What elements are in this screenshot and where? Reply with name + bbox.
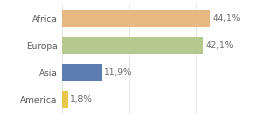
Bar (62, 91, 68, 108)
Text: 11,9%: 11,9% (104, 68, 133, 77)
Text: 44,1%: 44,1% (213, 14, 241, 23)
Text: 1,8%: 1,8% (70, 95, 93, 104)
Text: 42,1%: 42,1% (206, 41, 234, 50)
Bar (62, 37, 203, 54)
Bar (62, 64, 102, 81)
Bar (62, 10, 210, 27)
